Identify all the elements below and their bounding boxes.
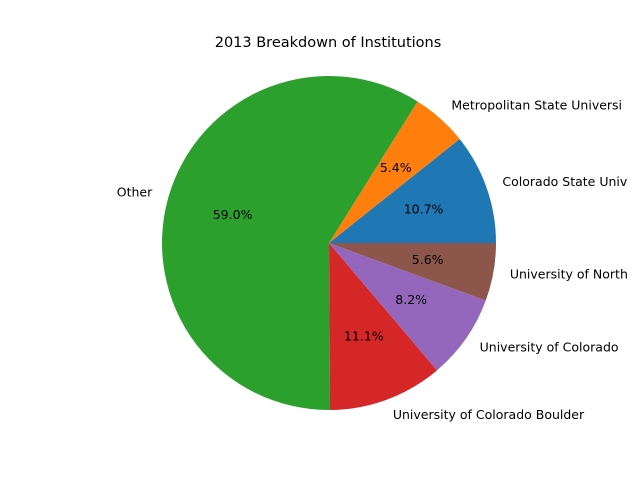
pie-slice-colorado-state-univ [329,138,496,243]
slice-label-university-of-north: University of North [510,267,628,282]
pie-slices [162,76,496,411]
pie-slice-university-of-colorado-boulder [329,243,438,410]
slice-label-university-of-colorado: University of Colorado [480,340,619,355]
pie-slice-university-of-north [329,243,496,301]
slice-label-university-of-colorado-boulder: University of Colorado Boulder [393,407,585,422]
slice-label-colorado-state-univ: Colorado State Univ [502,174,627,189]
slice-label-metropolitan-state-universi: Metropolitan State Universi [451,97,622,112]
slice-percent-other: 59.0% [213,207,253,222]
slice-label-other: Other [117,184,153,199]
slice-percent-university-of-colorado: 8.2% [395,292,427,307]
slice-percent-university-of-colorado-boulder: 11.1% [344,328,384,343]
pie-labels: Colorado State Univ 10.7% Metropolitan Sta… [117,97,628,421]
pie-slice-metropolitan-state-universi [329,101,460,243]
slice-percent-metropolitan-state-universi: 5.4% [380,160,412,175]
pie-slice-other [162,76,418,411]
slice-percent-colorado-state-univ: 10.7% [404,201,444,216]
chart-title: 2013 Breakdown of Institutions [214,35,442,51]
pie-slice-university-of-colorado [329,243,486,371]
slice-percent-university-of-north: 5.6% [412,252,444,267]
